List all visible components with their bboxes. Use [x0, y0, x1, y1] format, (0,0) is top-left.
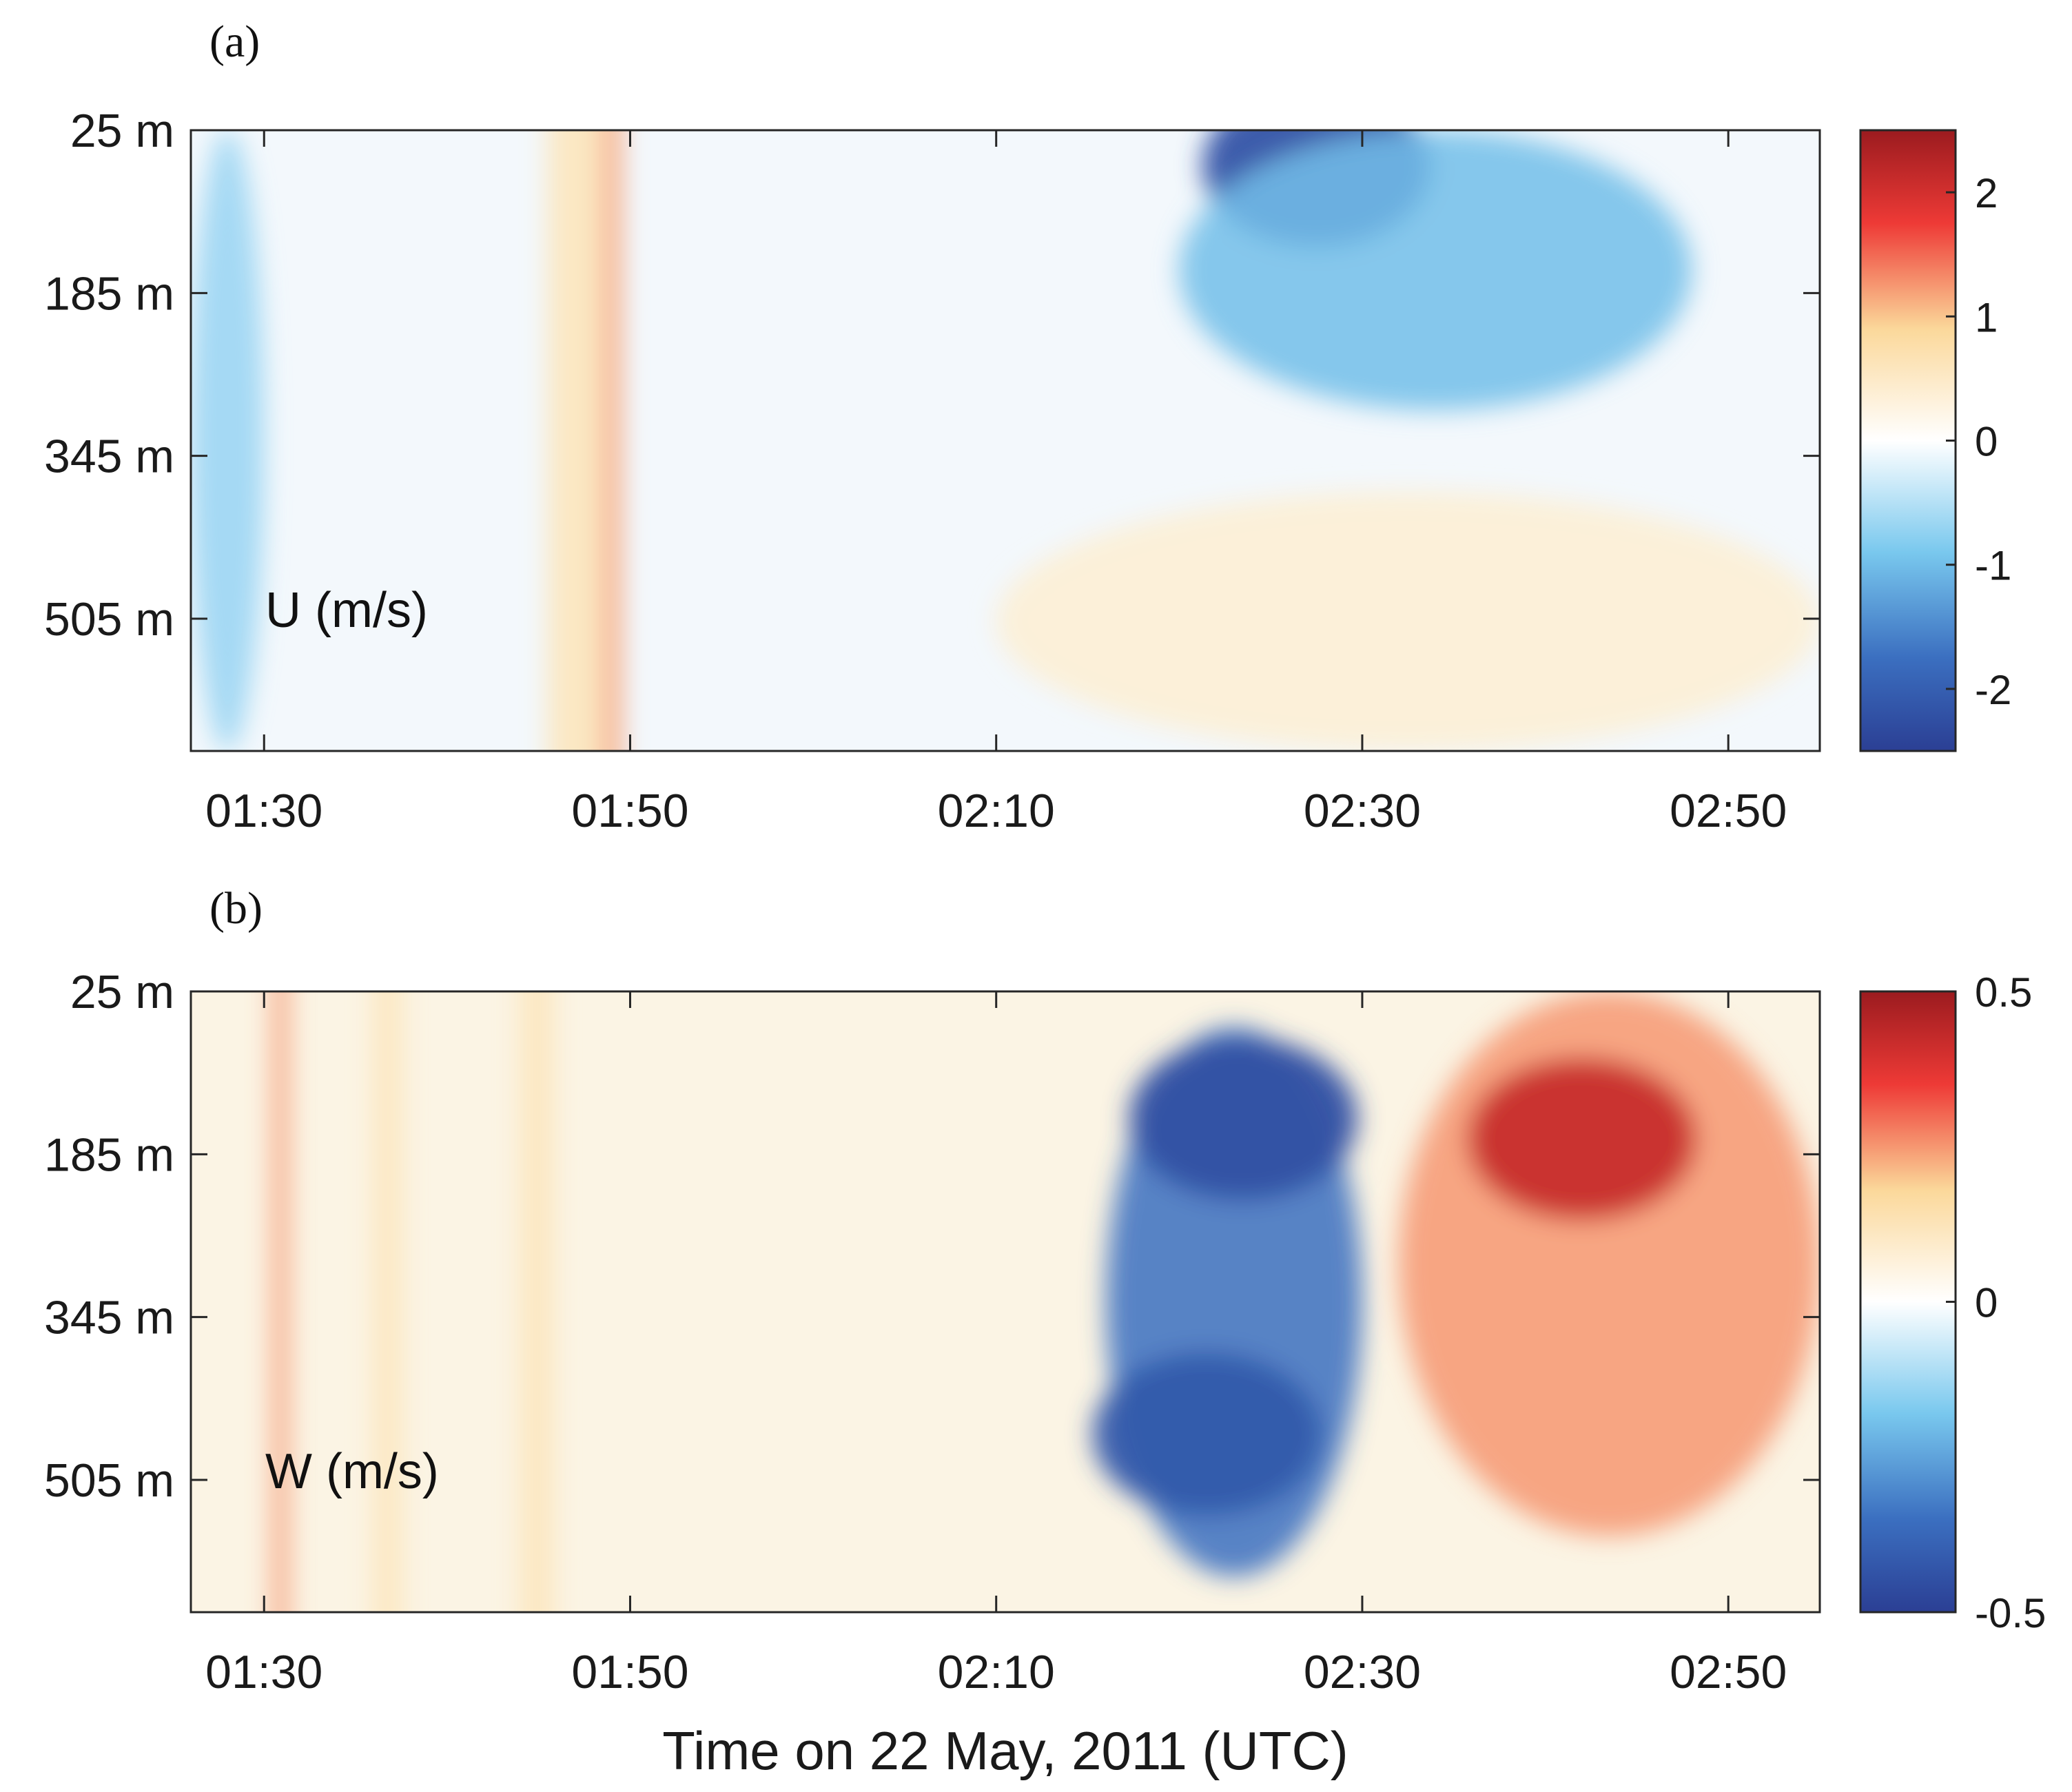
panel-a-field: [191, 130, 1820, 751]
panel-a-colorbar-ticks: 2 1 0 -1 -2: [1946, 170, 2011, 713]
panel-a-x-tick-label: 01:50: [571, 785, 688, 837]
panel-b-field-blob: [1092, 1353, 1321, 1515]
panel-a-y-tick-label: 345 m: [44, 431, 174, 483]
panel-a-colorbar-tick-label: -1: [1975, 543, 2011, 589]
x-axis-title: Time on 22 May, 2011 (UTC): [662, 1720, 1348, 1781]
panel-a-colorbar-tick-label: -2: [1975, 667, 2011, 713]
panel-a-colorbar-tick-label: 0: [1975, 419, 1998, 465]
panel-a-y-tick-label: 505 m: [44, 593, 174, 646]
panel-b-plot-frame: [189, 990, 1821, 1614]
panel-a-field-band: [602, 130, 622, 751]
panel-b-x-tick-label: 01:50: [571, 1646, 688, 1698]
panel-b-y-tick-label: 345 m: [44, 1292, 174, 1344]
panel-a-field-region: [1179, 130, 1692, 411]
panel-a-x-tick-label: 01:30: [205, 785, 322, 837]
panel-b-inner-label: W (m/s): [265, 1444, 439, 1499]
panel-b-x-tick-label: 02:50: [1670, 1646, 1787, 1698]
panel-a-x-tick-label: 02:30: [1304, 785, 1421, 837]
panel-b-x-tick-label: 02:10: [938, 1646, 1055, 1698]
panel-a-field-region: [191, 130, 265, 751]
panel-a-plot-frame: [189, 129, 1821, 752]
panel-a: (a) 01:30 01:50 02:10 02:30 02:50 25 m 185 m 3…: [44, 17, 2011, 837]
panel-b-colorbar-tick-label: -0.5: [1975, 1590, 2046, 1636]
panel-a-y-tick-label: 25 m: [70, 105, 174, 157]
panel-a-x-tick-label: 02:10: [938, 785, 1055, 837]
panel-b-colorbar-tick-label: 0.5: [1975, 969, 2032, 1016]
panel-b-field-blob: [1468, 1058, 1696, 1220]
panel-a-y-tick-label: 185 m: [44, 267, 174, 320]
panel-b-y-tick-label: 505 m: [44, 1454, 174, 1507]
panel-a-label: (a): [209, 17, 260, 67]
panel-b: (b) 01:30 01:50 02:10 02:30 02:50 25 m 185 m 3…: [44, 883, 2046, 1698]
panel-a-x-tick-label: 02:50: [1670, 785, 1787, 837]
panel-b-field-band: [373, 991, 402, 1612]
panel-b-colorbar-ticks: 0.5 0 -0.5: [1946, 969, 2046, 1636]
panel-a-colorbar-tick-label: 1: [1975, 294, 1998, 340]
panel-b-field-band: [273, 991, 288, 1612]
panel-b-colorbar: [1860, 991, 1956, 1612]
panel-a-field-region: [996, 491, 1820, 751]
panel-b-field-layer: [273, 991, 1820, 1612]
panel-a-colorbar: [1860, 130, 1956, 751]
panel-a-field-band: [547, 130, 603, 751]
panel-b-x-axis: 01:30 01:50 02:10 02:30 02:50: [205, 991, 1787, 1698]
panel-b-field: [273, 991, 1820, 1612]
panel-b-x-tick-label: 02:30: [1304, 1646, 1421, 1698]
panel-a-inner-label: U (m/s): [265, 583, 428, 638]
panel-b-field-blob: [1129, 1038, 1357, 1199]
panel-a-x-axis: 01:30 01:50 02:10 02:30 02:50: [205, 130, 1787, 837]
panel-b-colorbar-tick-label: 0: [1975, 1280, 1998, 1326]
panel-b-field-band: [520, 991, 553, 1612]
panel-a-field-layer: [191, 130, 1820, 751]
panel-a-colorbar-tick-label: 2: [1975, 170, 1998, 216]
panel-b-y-tick-label: 25 m: [70, 966, 174, 1018]
panel-b-label: (b): [209, 883, 263, 934]
panel-b-x-tick-label: 01:30: [205, 1646, 322, 1698]
panel-b-y-axis: 25 m 185 m 345 m 505 m: [44, 966, 1820, 1507]
panel-a-y-axis: 25 m 185 m 345 m 505 m: [44, 105, 1820, 646]
panel-b-y-tick-label: 185 m: [44, 1129, 174, 1181]
